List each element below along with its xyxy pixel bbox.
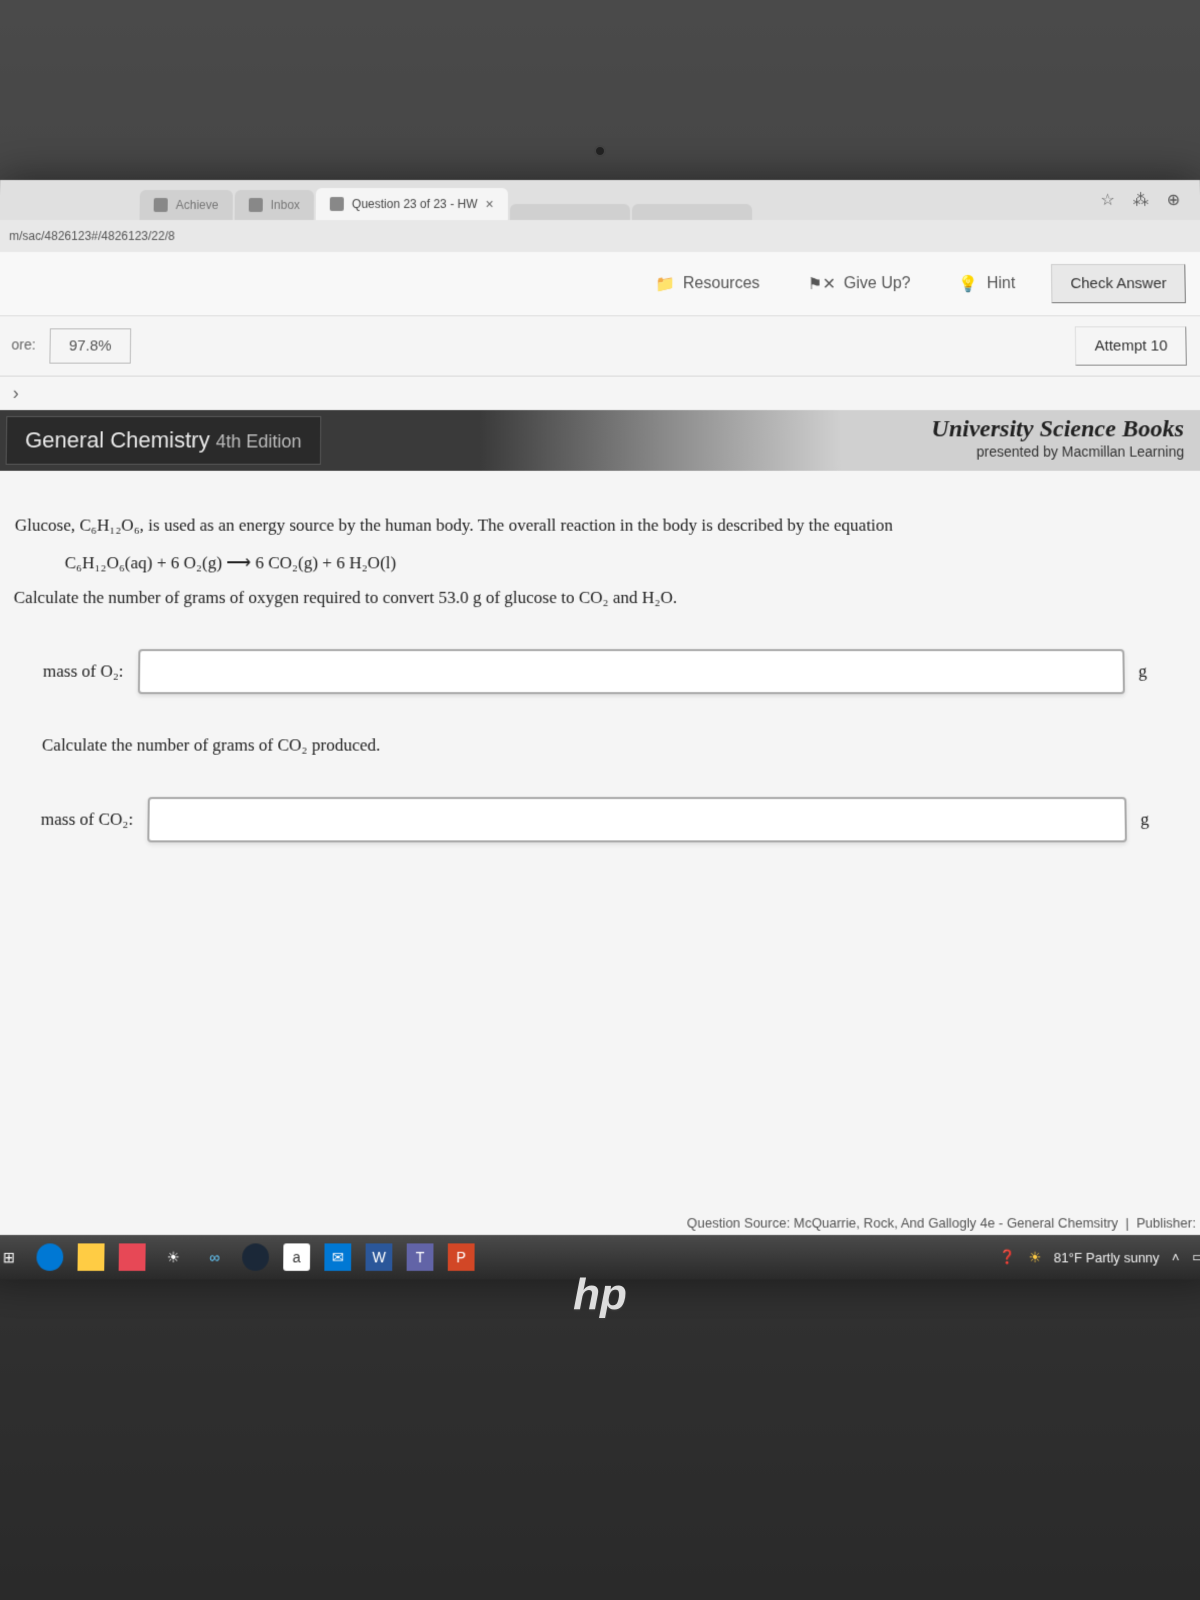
problem-intro: Glucose, C₆H₁₂O₆, is used as an energy s… [15,511,1176,539]
favorites-icon[interactable]: ⁂ [1133,190,1149,210]
collections-icon[interactable]: ⊕ [1167,190,1181,210]
mass-co2-input[interactable] [147,797,1126,842]
calc-prompt-1: Calculate the number of grams of oxygen … [13,588,1176,608]
tab-label: Question 23 of 23 - HW [352,197,478,211]
settings-icon[interactable]: ☀ [160,1243,187,1270]
score-value: 97.8% [49,328,130,363]
weather-text[interactable]: 81°F Partly sunny [1054,1249,1160,1265]
help-icon[interactable]: ❓ [999,1249,1016,1266]
book-title: General Chemistry 4th Edition [6,416,321,465]
steam-icon[interactable] [242,1243,269,1270]
url-bar[interactable]: m/sac/4826123#/4826123/22/8 [0,220,1200,252]
word-icon[interactable]: W [365,1243,392,1270]
book-banner: General Chemistry 4th Edition University… [0,410,1200,471]
mail-icon[interactable]: ✉ [324,1243,351,1270]
weather-icon: ☀ [1028,1248,1041,1266]
question-source: Question Source: McQuarrie, Rock, And Ga… [687,1215,1196,1231]
resources-button[interactable]: 📁 Resources [643,268,772,300]
hint-button[interactable]: 💡 Hint [947,268,1028,300]
mass-o2-label: mass of O₂: [43,662,124,682]
app-icon[interactable]: ∞ [201,1243,228,1270]
app-icon-2[interactable]: a [283,1243,310,1270]
tab-label: Inbox [270,198,299,212]
browser-tab-strip: Achieve Inbox Question 23 of 23 - HW × ☆… [0,180,1200,220]
tray-chevron-icon[interactable]: ˄ [1172,1249,1180,1265]
publisher-sub: presented by Macmillan Learning [932,443,1185,459]
unit-g: g [1140,810,1149,831]
store-icon[interactable] [119,1243,146,1270]
book-edition: 4th Edition [216,431,302,451]
resources-label: Resources [683,275,760,293]
nav-next-icon[interactable]: › [0,377,1200,410]
edge-icon[interactable] [36,1243,63,1270]
mass-co2-label: mass of CO₂: [41,810,134,831]
give-up-button[interactable]: ⚑✕ Give Up? [796,268,923,300]
score-row: ore: 97.8% Attempt 10 [0,316,1200,376]
mass-o2-input[interactable] [137,649,1124,694]
book-title-text: General Chemistry [25,427,210,452]
tab-active[interactable]: Question 23 of 23 - HW × [316,188,508,220]
tray-icon[interactable]: ▭ [1192,1249,1200,1266]
tab-label: Achieve [176,198,219,212]
hp-logo: hp [573,1270,627,1320]
attempt-counter: Attempt 10 [1075,326,1187,365]
tab-favicon-icon [154,198,168,212]
star-icon[interactable]: ☆ [1100,190,1115,210]
powerpoint-icon[interactable]: P [448,1243,475,1270]
tab-favicon-icon [248,198,262,212]
teams-icon[interactable]: T [407,1243,434,1270]
publisher-main: University Science Books [931,416,1184,443]
hint-label: Hint [987,275,1016,293]
tab-inactive-2[interactable]: Inbox [234,190,314,220]
folder-icon: 📁 [655,274,675,294]
tab-favicon-icon [330,197,344,211]
source-text: Question Source: McQuarrie, Rock, And Ga… [687,1215,1118,1231]
source-publisher: Publisher: [1136,1215,1196,1231]
close-icon[interactable]: × [485,196,493,212]
give-up-label: Give Up? [844,275,911,293]
calc-prompt-2: Calculate the number of grams of CO₂ pro… [42,735,1179,756]
url-text: m/sac/4826123#/4826123/22/8 [9,229,175,243]
bulb-icon: 💡 [959,274,979,294]
action-bar: 📁 Resources ⚑✕ Give Up? 💡 Hint Check Ans… [0,252,1200,316]
equation: C₆H₁₂O₆(aq) + 6 O₂(g) ⟶ 6 CO₂(g) + 6 H₂O… [65,553,1176,573]
check-answer-button[interactable]: Check Answer [1051,264,1186,303]
tab-inactive-3[interactable] [510,204,630,220]
check-answer-label: Check Answer [1070,275,1166,292]
flag-x-icon: ⚑✕ [808,274,836,294]
question-content: Glucose, C₆H₁₂O₆, is used as an energy s… [0,491,1200,905]
tab-inactive-4[interactable] [632,204,752,220]
tab-inactive-1[interactable]: Achieve [140,190,233,220]
unit-g: g [1138,662,1147,682]
explorer-icon[interactable] [77,1243,104,1270]
task-view-icon[interactable]: ⊞ [0,1243,22,1270]
webcam-dot [594,145,606,157]
score-label: ore: [0,328,50,363]
